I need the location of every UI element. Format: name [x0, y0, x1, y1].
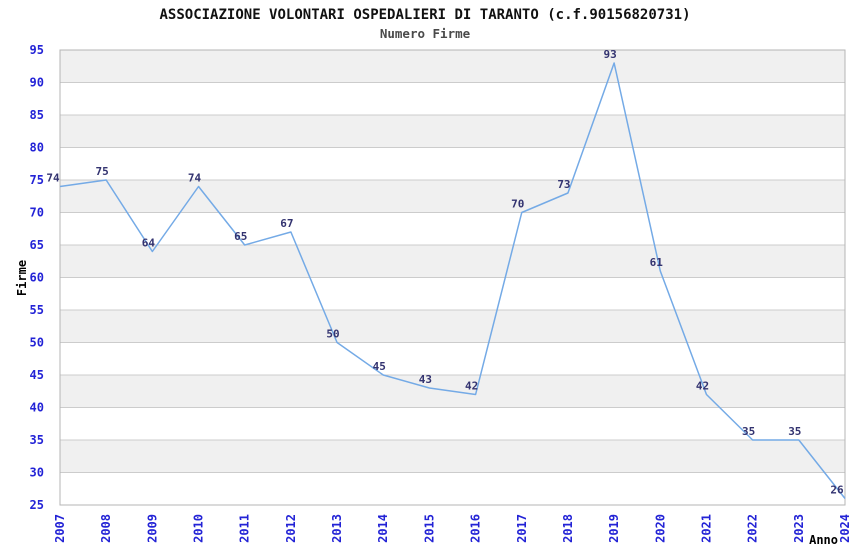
point-value-label: 74: [46, 172, 60, 185]
y-tick-label: 40: [30, 401, 44, 415]
point-labels: 74 75 64 74 65 67 50 45 43 42 70 73 93 61 42 35 35 26: [46, 48, 844, 497]
plot-border: [59, 49, 846, 506]
point-value-label: 93: [603, 48, 616, 61]
point-value-label: 74: [188, 172, 202, 185]
point-value-label: 35: [742, 425, 755, 438]
x-tick-label: 2017: [515, 514, 529, 543]
x-tick-label: 2011: [238, 514, 252, 543]
x-tick-label: 2023: [792, 514, 806, 543]
y-tick-label: 35: [30, 433, 44, 447]
y-tick-label: 95: [30, 43, 44, 57]
band: [60, 440, 845, 473]
point-value-label: 75: [96, 165, 109, 178]
x-tick-label: 2007: [53, 514, 67, 543]
series-line: [59, 62, 846, 499]
point-value-label: 50: [326, 328, 339, 341]
y-tick-label: 65: [30, 238, 44, 252]
point-value-label: 42: [465, 380, 478, 393]
x-tick-label: 2009: [145, 514, 159, 543]
x-tick-label: 2024: [838, 514, 850, 543]
x-tick-label: 2021: [699, 514, 713, 543]
band: [60, 115, 845, 148]
point-value-label: 42: [696, 380, 709, 393]
point-value-label: 61: [650, 256, 664, 269]
x-tick-label: 2020: [653, 514, 667, 543]
x-tick-label: 2019: [607, 514, 621, 543]
band: [60, 310, 845, 343]
y-tick-label: 25: [30, 498, 44, 512]
x-tick-label: 2012: [284, 514, 298, 543]
chart-title: ASSOCIAZIONE VOLONTARI OSPEDALIERI DI TA…: [159, 7, 690, 23]
x-tick-label: 2015: [422, 514, 436, 543]
x-tick-label: 2013: [330, 514, 344, 543]
y-axis-tick-labels: 25 30 35 40 45 50 55 60 65 70 75 80 85 90 95: [30, 43, 44, 512]
x-axis-title: Anno: [809, 533, 838, 547]
y-tick-label: 70: [30, 206, 44, 220]
point-value-label: 43: [419, 373, 432, 386]
y-tick-label: 55: [30, 303, 44, 317]
band: [60, 50, 845, 83]
y-axis-title: Firme: [15, 260, 29, 296]
band: [60, 245, 845, 278]
x-tick-label: 2010: [192, 514, 206, 543]
x-tick-label: 2018: [561, 514, 575, 543]
point-value-label: 70: [511, 198, 524, 211]
point-value-label: 73: [557, 178, 570, 191]
x-axis-tick-labels: 2007 2008 2009 2010 2011 2012 2013 2014 2015 2016…: [53, 514, 850, 543]
y-tick-label: 50: [30, 336, 44, 350]
y-tick-label: 85: [30, 108, 44, 122]
x-tick-label: 2016: [469, 514, 483, 543]
y-tick-label: 75: [30, 173, 44, 187]
point-value-label: 67: [280, 217, 293, 230]
y-tick-label: 45: [30, 368, 44, 382]
point-value-label: 35: [788, 425, 801, 438]
point-value-label: 45: [373, 360, 386, 373]
x-tick-label: 2014: [376, 514, 390, 543]
series-polyline: [59, 62, 846, 499]
alternating-bands: [60, 50, 845, 473]
point-value-label: 65: [234, 230, 247, 243]
y-tick-label: 60: [30, 271, 44, 285]
chart-subtitle: Numero Firme: [380, 26, 471, 41]
y-tick-label: 30: [30, 466, 44, 480]
y-tick-label: 80: [30, 141, 44, 155]
y-tick-label: 90: [30, 76, 44, 90]
x-tick-label: 2022: [746, 514, 760, 543]
point-value-label: 26: [830, 484, 844, 497]
x-tick-label: 2008: [99, 514, 113, 543]
point-value-label: 64: [142, 237, 156, 250]
band: [60, 180, 845, 213]
